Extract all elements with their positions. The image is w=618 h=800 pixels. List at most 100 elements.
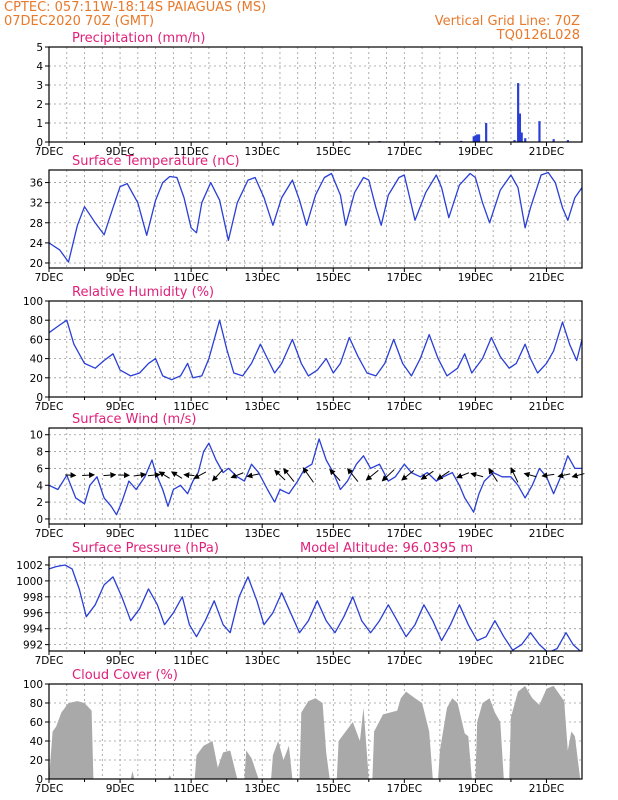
precip-bar bbox=[477, 134, 481, 142]
y-tick-label: 100 bbox=[23, 296, 43, 308]
x-tick-label: 21DEC bbox=[529, 783, 564, 795]
wind-arrow bbox=[541, 472, 555, 479]
temp-panel: 20 24 28 32 36 7DEC 9DEC 11DEC 13DEC 15DEC 17DEC 19… bbox=[30, 154, 583, 284]
wind-arrow bbox=[420, 470, 434, 480]
x-tick-label: 11DEC bbox=[173, 655, 208, 667]
y-tick-label: 80 bbox=[30, 315, 43, 327]
wind-arrow bbox=[170, 471, 183, 479]
humidity-series-line bbox=[49, 319, 582, 381]
y-tick-label: 996 bbox=[23, 608, 43, 620]
y-tick-label: 40 bbox=[30, 736, 43, 748]
x-tick-label: 13DEC bbox=[244, 655, 279, 667]
y-tick-label: 998 bbox=[23, 592, 43, 604]
y-tick-label: 24 bbox=[30, 238, 44, 250]
x-tick-label: 9DEC bbox=[106, 528, 135, 540]
precip-bar bbox=[517, 83, 520, 142]
wind-arrow bbox=[329, 468, 341, 482]
x-tick-label: 9DEC bbox=[106, 401, 135, 413]
x-tick-label: 15DEC bbox=[316, 528, 351, 540]
y-tick-label: 60 bbox=[30, 717, 43, 729]
y-tick-label: 20 bbox=[30, 373, 43, 385]
panel-frame bbox=[48, 300, 583, 398]
wind-arrow bbox=[401, 469, 415, 481]
y-tick-label: 2 bbox=[36, 497, 43, 509]
wind-arrow bbox=[365, 469, 379, 481]
x-tick-label: 17DEC bbox=[387, 528, 422, 540]
precip-panel-title: Precipitation (mm/h) bbox=[72, 31, 205, 46]
x-tick-label: 19DEC bbox=[458, 655, 493, 667]
humidity-panel-title: Relative Humidity (%) bbox=[72, 285, 214, 300]
precip-bar bbox=[513, 140, 516, 142]
x-tick-label: 17DEC bbox=[387, 655, 422, 667]
precip-bar bbox=[472, 136, 475, 142]
temp-panel-title: Surface Temperature (nC) bbox=[72, 154, 240, 169]
y-tick-label: 60 bbox=[30, 334, 43, 346]
humidity-panel: 0 20 40 60 80 100 7DEC 9DEC 11DEC 13DEC 15DEC 17DEC… bbox=[23, 285, 583, 413]
wind-arrow bbox=[82, 472, 96, 479]
x-tick-label: 13DEC bbox=[244, 272, 279, 284]
cloud-panel-title: Cloud Cover (%) bbox=[72, 668, 178, 683]
plot-area bbox=[49, 685, 582, 779]
temp-series-line bbox=[49, 171, 582, 263]
wind-arrow bbox=[557, 472, 571, 479]
wind-arrow bbox=[510, 467, 519, 483]
wind-arrow bbox=[133, 472, 147, 478]
wind-panel: 0 2 4 6 8 10 7DEC 9DEC 11DEC 13DEC 15DEC 17DEC 19DEC… bbox=[30, 412, 585, 540]
wind-arrow bbox=[470, 471, 484, 478]
wind-arrow bbox=[302, 467, 314, 483]
wind-arrow bbox=[283, 467, 295, 482]
x-tick-label: 9DEC bbox=[106, 272, 135, 284]
y-tick-label: 32 bbox=[30, 198, 43, 210]
x-tick-label: 15DEC bbox=[316, 272, 351, 284]
x-tick-label: 15DEC bbox=[316, 401, 351, 413]
y-tick-label: 1002 bbox=[16, 560, 43, 572]
wind-arrow bbox=[103, 472, 117, 479]
y-tick-label: 6 bbox=[36, 463, 43, 475]
y-tick-label: 40 bbox=[30, 354, 43, 366]
run-date-header: 07DEC2020 70Z (GMT) bbox=[4, 14, 155, 29]
y-tick-label: 20 bbox=[30, 258, 43, 270]
wind-arrow bbox=[212, 469, 224, 482]
x-tick-label: 7DEC bbox=[35, 272, 64, 284]
precip-bar bbox=[552, 139, 555, 142]
y-tick-label: 0 bbox=[36, 137, 43, 149]
precip-bar bbox=[476, 134, 479, 142]
cloud-cover-area bbox=[49, 685, 582, 779]
y-tick-label: 8 bbox=[36, 447, 43, 459]
y-tick-label: 2 bbox=[36, 99, 43, 111]
x-tick-label: 19DEC bbox=[458, 401, 493, 413]
wind-arrow bbox=[230, 472, 244, 479]
wind-arrow bbox=[523, 471, 537, 478]
x-tick-label: 7DEC bbox=[35, 146, 64, 158]
x-tick-label: 9DEC bbox=[106, 146, 135, 158]
x-tick-label: 17DEC bbox=[387, 783, 422, 795]
y-tick-label: 28 bbox=[30, 218, 43, 230]
model-altitude-label: Model Altitude: 96.0395 m bbox=[300, 541, 473, 556]
wind-arrow bbox=[193, 471, 207, 479]
x-tick-label: 13DEC bbox=[244, 528, 279, 540]
y-tick-label: 1000 bbox=[16, 576, 43, 588]
precip-panel: 0 1 2 3 4 5 7DEC 9DEC 11DEC 13DEC 15DEC 17DEC 19DEC 2… bbox=[35, 31, 583, 158]
pressure-series-line bbox=[49, 564, 582, 651]
x-tick-label: 21DEC bbox=[529, 528, 564, 540]
y-tick-label: 4 bbox=[36, 61, 43, 73]
precip-bar bbox=[538, 121, 541, 142]
y-tick-label: 36 bbox=[30, 178, 44, 190]
y-tick-label: 20 bbox=[30, 755, 43, 767]
x-tick-label: 7DEC bbox=[35, 783, 64, 795]
x-tick-label: 19DEC bbox=[458, 272, 493, 284]
y-tick-label: 0 bbox=[36, 392, 43, 404]
pressure-panel-title: Surface Pressure (hPa) bbox=[72, 541, 219, 556]
x-tick-label: 17DEC bbox=[387, 272, 422, 284]
wind-arrow bbox=[436, 470, 450, 480]
x-tick-label: 21DEC bbox=[529, 401, 564, 413]
panel-frame bbox=[48, 683, 583, 780]
y-tick-label: 992 bbox=[23, 640, 43, 652]
x-tick-label: 11DEC bbox=[173, 528, 208, 540]
precip-bar bbox=[520, 132, 523, 142]
plot-area bbox=[49, 171, 582, 263]
plot-area bbox=[49, 319, 582, 381]
x-tick-label: 17DEC bbox=[387, 401, 422, 413]
y-tick-label: 4 bbox=[36, 480, 43, 492]
